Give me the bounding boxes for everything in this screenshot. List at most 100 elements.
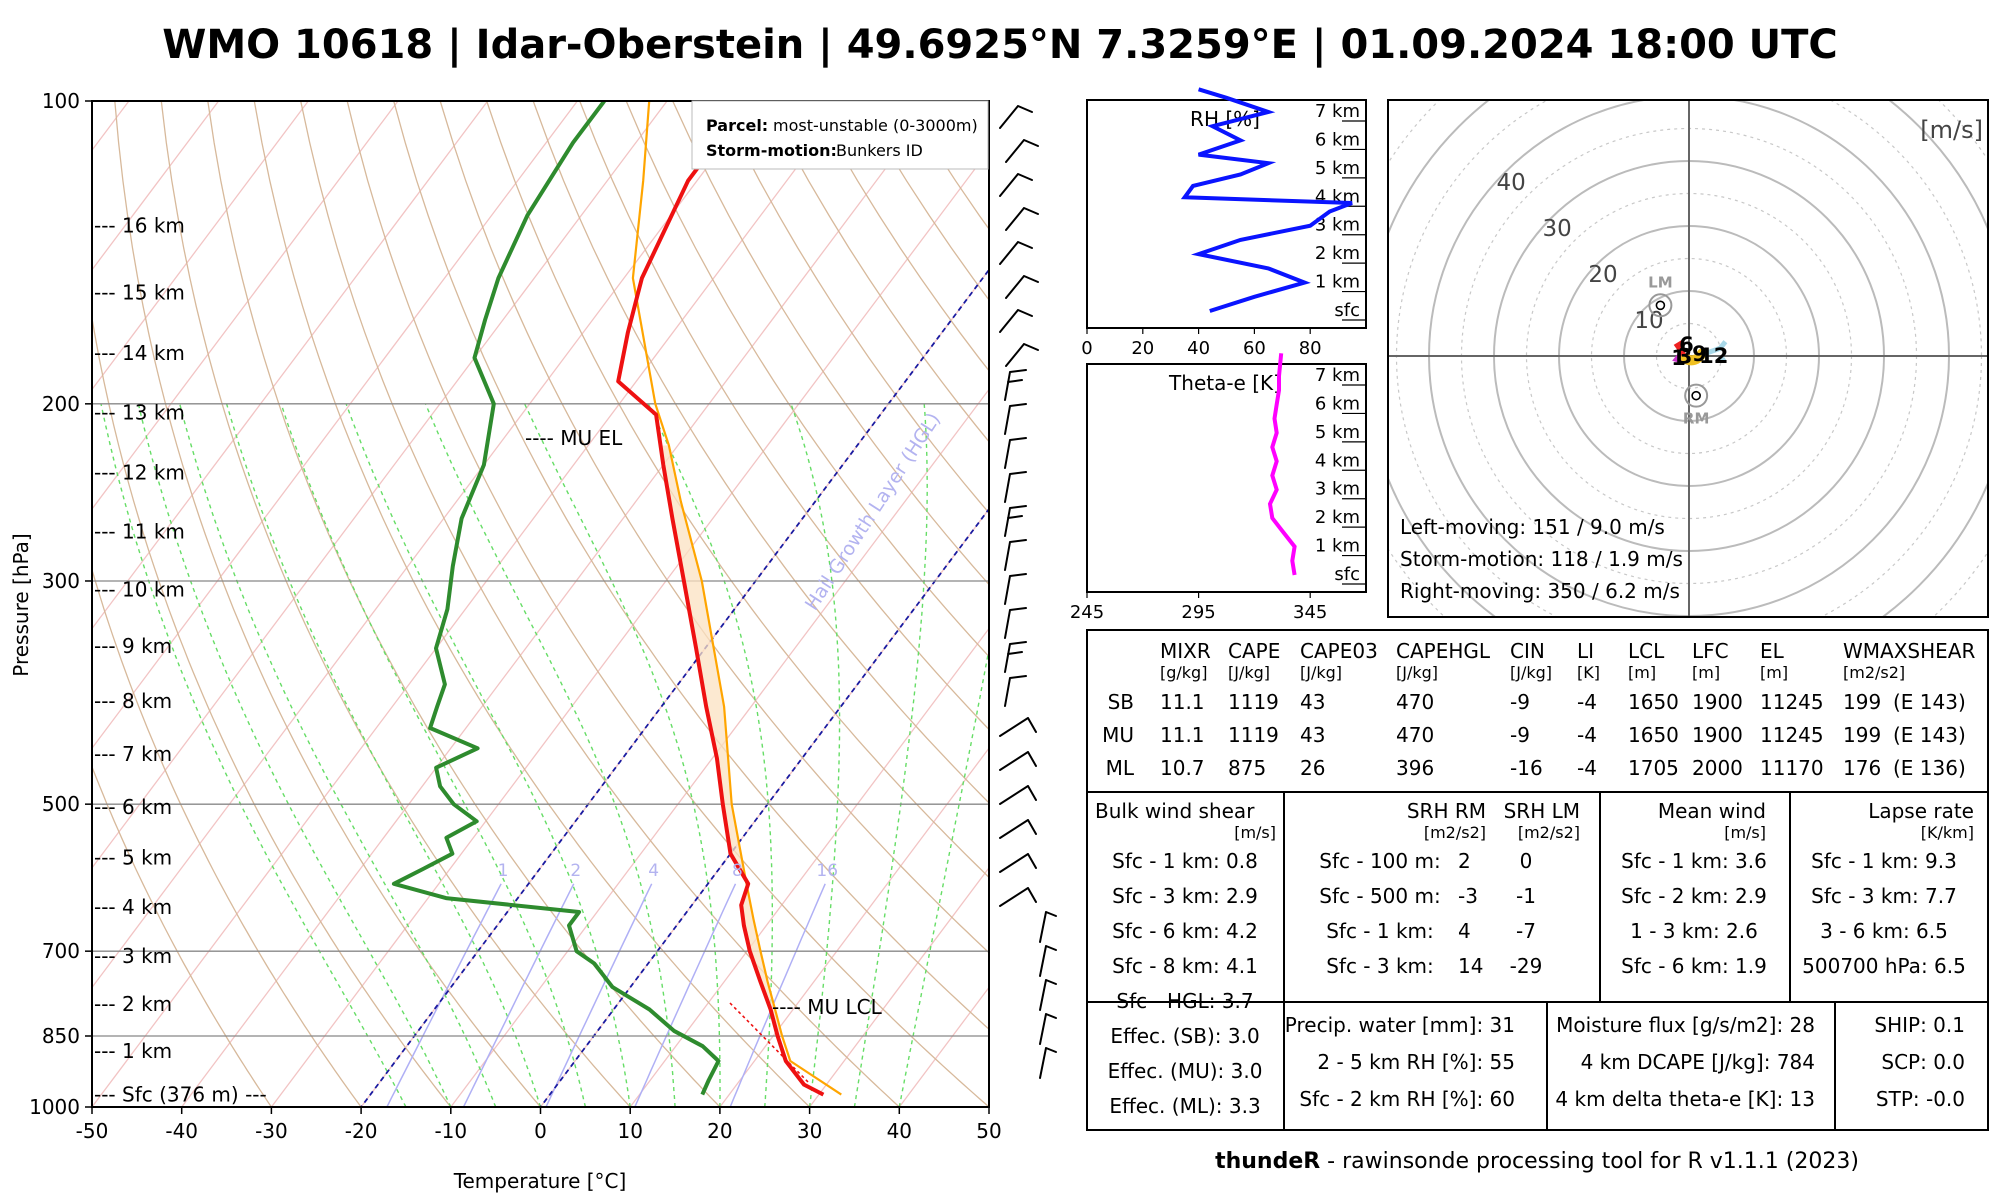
isotherm-line: [629, 627, 989, 1107]
height-label: --- 13 km: [94, 400, 185, 424]
param-cell: 1119: [1228, 690, 1279, 714]
param-cell: 1705: [1628, 756, 1679, 780]
srh-row-label: Sfc - 1 km:: [1326, 919, 1434, 943]
wind-barb: [999, 853, 1037, 873]
param-cell: (E 143): [1893, 723, 1966, 747]
x-tick-label: 345: [1293, 602, 1327, 623]
moist-adiabat: [853, 403, 928, 1107]
wind-barb: [999, 241, 1033, 265]
dry-adiabat: [486, 101, 989, 879]
mixing-ratio-line: [462, 883, 575, 1107]
hgl-isotherm: [539, 507, 989, 1107]
height-tick-label: 3 km: [1315, 215, 1360, 236]
theta-e-title: Theta-e [K]: [1168, 371, 1281, 395]
hodograph-ring-label: 10: [1634, 308, 1663, 334]
wind-barb: [1004, 471, 1027, 503]
isotherm-line: [92, 101, 758, 989]
y-tick-label: 200: [42, 392, 80, 416]
height-tick-label: 2 km: [1315, 243, 1360, 264]
storm-motion-rm-ring: [1684, 383, 1709, 408]
isotherm-line: [809, 866, 989, 1107]
dcape: 4 km DCAPE [J/kg]: 784: [1581, 1050, 1815, 1074]
param-unit: [K]: [1577, 663, 1600, 682]
x-axis-label: Temperature [°C]: [453, 1169, 627, 1193]
hodograph-unit: [m/s]: [1920, 116, 1983, 144]
param-cell: 26: [1300, 756, 1325, 780]
mixing-ratio-label: 16: [816, 861, 838, 881]
srh-rm-unit: [m2/s2]: [1424, 823, 1486, 842]
dry-adiabat: [114, 101, 542, 1107]
height-tick-label: 7 km: [1315, 365, 1360, 386]
param-unit: [g/kg]: [1160, 663, 1207, 682]
temperature-line: [616, 101, 825, 1097]
isotherm-line: [719, 747, 989, 1107]
height-tick-label: 5 km: [1315, 158, 1360, 179]
wind-barb: [1004, 505, 1027, 537]
lapse-unit: [K/km]: [1921, 823, 1974, 842]
param-cell: 470: [1396, 690, 1434, 714]
hodograph-point-label: 1: [1671, 346, 1686, 370]
right-moving-text: Right-moving: 350 / 6.2 m/s: [1400, 579, 1680, 603]
mean-wind-title: Mean wind: [1658, 799, 1766, 823]
mean-wind-row: Sfc - 2 km: 2.9: [1621, 884, 1767, 908]
y-tick-label: 700: [42, 939, 80, 963]
x-tick-label: 245: [1070, 602, 1104, 623]
height-label: --- 1 km: [94, 1039, 172, 1063]
height-tick-label: 6 km: [1315, 129, 1360, 150]
rh-2-5km: 2 - 5 km RH [%]: 55: [1317, 1050, 1515, 1074]
param-cell: (E 143): [1893, 690, 1966, 714]
hodograph-ring-label: 20: [1588, 262, 1617, 288]
moist-adiabat: [790, 403, 841, 1107]
height-tick-label: 1 km: [1315, 272, 1360, 293]
mean-wind-rows: Sfc - 1 km: 3.6 Sfc - 2 km: 2.9 1 - 3 km: …: [1621, 849, 1767, 978]
wind-barb: [1039, 1047, 1057, 1079]
param-cell: 43: [1300, 723, 1325, 747]
srh-row-label: Sfc - 3 km:: [1326, 954, 1434, 978]
skewt-axes: 1 2 4 8 16 -50 -40 -30 -20 -10 0 10 20 30 40 50 100 200 30…: [29, 89, 1002, 1143]
height-tick-label: 1 km: [1315, 536, 1360, 557]
dry-adiabat: [160, 101, 632, 1107]
param-cell: -4: [1577, 756, 1597, 780]
wind-barb: [1005, 207, 1039, 231]
wind-barb: [999, 785, 1037, 805]
rh-title: RH [%]: [1190, 107, 1260, 131]
dry-adiabat: [253, 101, 811, 1107]
theta-e-panel: Theta-e [K] sfc 1 km 2 km 3 km 4 km 5 km 6 km 7…: [1070, 353, 1367, 623]
lapse-row: Sfc - 3 km: 7.7: [1811, 884, 1957, 908]
param-row-name: MU: [1102, 723, 1134, 747]
height-label: --- 16 km: [94, 214, 185, 238]
height-label: --- 6 km: [94, 795, 172, 819]
height-tick-label: sfc: [1334, 564, 1360, 585]
param-cell: -9: [1510, 723, 1530, 747]
skewt-legend: Parcel: most-unstable (0-3000m) Storm-mo…: [691, 100, 989, 170]
skewt-panel: 1 2 4 8 16 -50 -40 -30 -20 -10 0 10 20 30 40 50 100 200 30…: [9, 89, 1002, 1193]
height-label: --- 7 km: [94, 742, 172, 766]
x-tick-label: 40: [887, 1119, 912, 1143]
param-cell: 199: [1843, 723, 1881, 747]
height-label: --- 2 km: [94, 992, 172, 1016]
misc-column-1: Precip. water [mm]: 31 2 - 5 km RH [%]: …: [1285, 1013, 1515, 1111]
x-tick-label: 60: [1243, 338, 1266, 359]
storm-motion-lm-label: LM: [1648, 273, 1673, 291]
wind-barb: [1039, 979, 1057, 1011]
shear-row: Effec. (ML): 3.3: [1109, 1094, 1260, 1118]
srh-lm-unit: [m2/s2]: [1518, 823, 1580, 842]
dry-adiabat: [579, 101, 989, 731]
param-header: EL: [1760, 639, 1785, 663]
x-tick-label: -10: [434, 1119, 467, 1143]
hodograph-trace-3-6km: [1673, 339, 1686, 357]
param-cell: 10.7: [1160, 756, 1205, 780]
misc-column-3: SHIP: 0.1 SCP: 0.0 STP: -0.0: [1874, 1013, 1965, 1111]
rh-line: [1180, 87, 1353, 313]
param-cell: -4: [1577, 690, 1597, 714]
isotherm-line: [92, 101, 668, 869]
scp: SCP: 0.0: [1881, 1050, 1965, 1074]
skewt-data: [391, 101, 842, 1097]
param-units: [g/kg] [J/kg] [J/kg] [J/kg] [J/kg] [K] […: [1160, 663, 1905, 682]
srh-row-label: Sfc - 500 m:: [1319, 884, 1440, 908]
hodograph-point-label: 9: [1692, 342, 1707, 366]
legend-parcel-value: most-unstable (0-3000m): [773, 116, 978, 135]
wind-barb: [1004, 403, 1027, 435]
